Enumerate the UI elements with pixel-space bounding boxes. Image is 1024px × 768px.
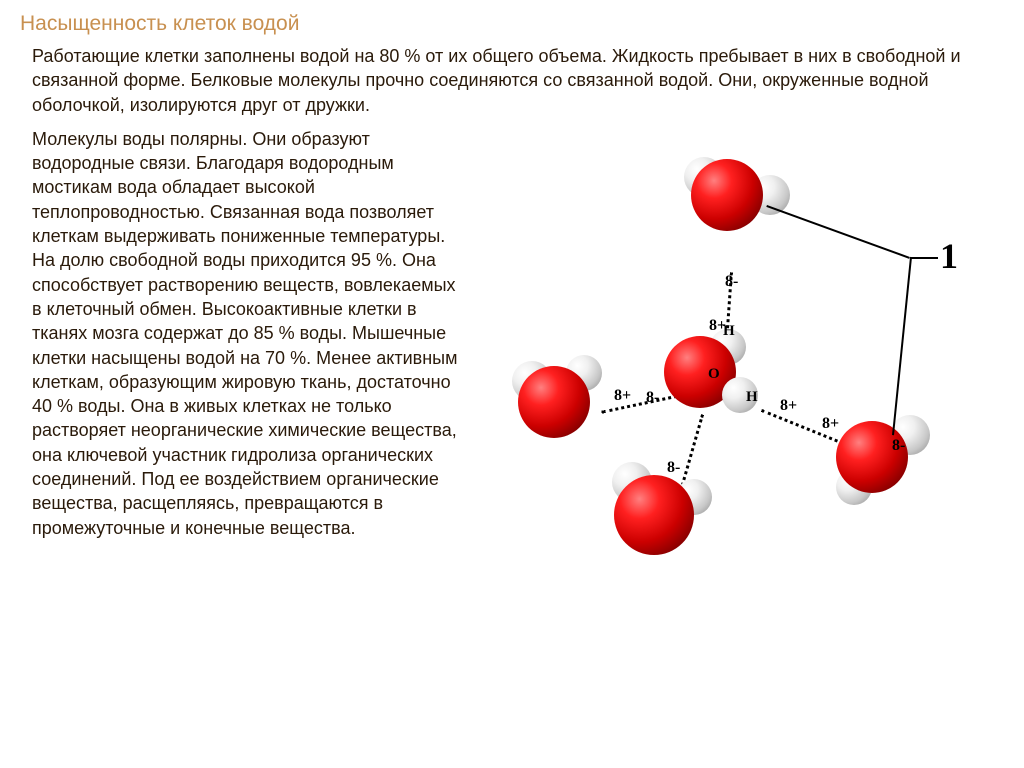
page-title: Насыщенность клеток водой	[20, 12, 1004, 36]
water-hbond-diagram: HOH8-8+8+8-8+8+8-8-1	[472, 147, 992, 627]
partial-charge: 8-	[725, 273, 738, 291]
oxygen-atom	[836, 421, 908, 493]
callout-line	[766, 205, 910, 259]
body-paragraph: Молекулы воды полярны. Они образуют водо…	[32, 127, 462, 540]
diagram-label-1: 1	[940, 235, 958, 277]
atom-label-h: H	[746, 389, 758, 406]
partial-charge: 8+	[822, 415, 839, 433]
partial-charge: 8-	[646, 389, 659, 407]
diagram-container: HOH8-8+8+8-8+8+8-8-1	[472, 127, 992, 540]
partial-charge: 8+	[614, 387, 631, 405]
partial-charge: 8-	[667, 459, 680, 477]
partial-charge: 8+	[709, 317, 726, 335]
content-columns: Молекулы воды полярны. Они образуют водо…	[20, 127, 1004, 540]
atom-label-o: O	[708, 366, 720, 383]
oxygen-atom	[691, 159, 763, 231]
oxygen-atom	[518, 366, 590, 438]
callout-line	[910, 257, 938, 259]
partial-charge: 8-	[892, 437, 905, 455]
intro-paragraph: Работающие клетки заполнены водой на 80 …	[32, 44, 992, 117]
partial-charge: 8+	[780, 397, 797, 415]
oxygen-atom	[614, 475, 694, 555]
callout-line	[892, 257, 912, 435]
